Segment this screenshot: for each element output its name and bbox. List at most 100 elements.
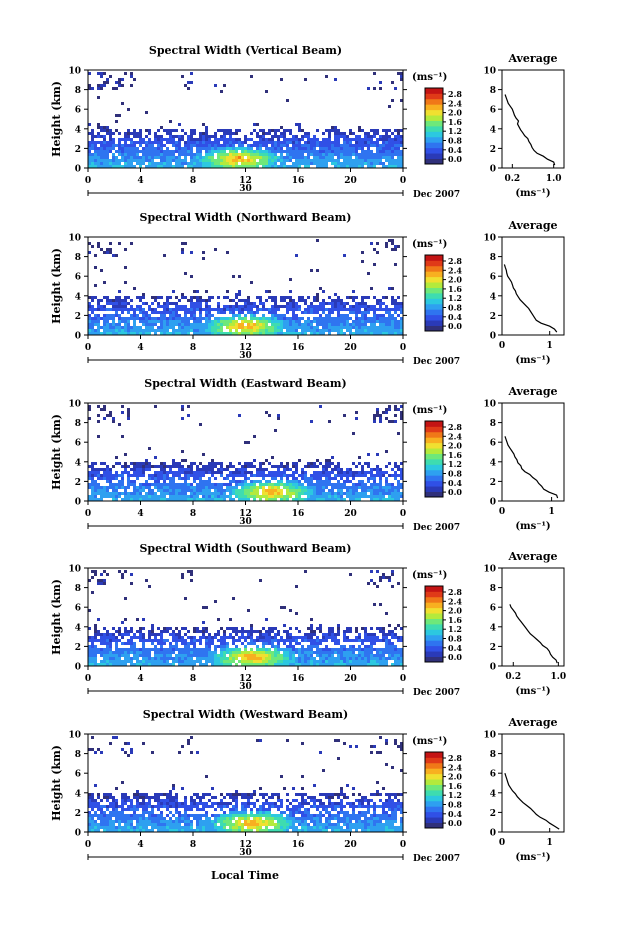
heatmap-cell [142, 468, 145, 471]
heatmap-cell [244, 639, 247, 642]
heatmap-cell [160, 156, 163, 159]
heatmap-cell [262, 642, 265, 645]
heatmap-cell [106, 654, 109, 657]
heatmap-cell [400, 495, 403, 498]
heatmap-cell [118, 660, 121, 663]
heatmap-cell [193, 165, 196, 168]
heatmap-cell [124, 627, 127, 630]
heatmap-cell [352, 132, 355, 135]
heatmap-cell [283, 156, 286, 159]
heatmap-cell [361, 147, 364, 150]
heatmap-cell [295, 489, 298, 492]
heatmap-cell [298, 296, 301, 299]
heatmap-cell [217, 311, 220, 314]
heatmap-cell [142, 150, 145, 153]
heatmap-cell [97, 648, 100, 651]
heatmap-cell [103, 150, 106, 153]
heatmap-cell [142, 141, 145, 144]
heatmap-cell [271, 162, 274, 165]
heatmap-cell [226, 660, 229, 663]
heatmap-cell [196, 156, 199, 159]
heatmap-cell [121, 651, 124, 654]
heatmap-cell [250, 639, 253, 642]
heatmap-cell [148, 636, 151, 639]
heatmap-cell [97, 326, 100, 329]
heatmap-cell [349, 663, 352, 666]
heatmap-cell [310, 144, 313, 147]
heatmap-cell [280, 648, 283, 651]
heatmap-cell [217, 489, 220, 492]
heatmap-cell [280, 147, 283, 150]
heatmap-cell [127, 654, 130, 657]
heatmap-cell [364, 135, 367, 138]
heatmap-cell [334, 165, 337, 168]
heatmap-cell [289, 302, 292, 305]
heatmap-cell [379, 660, 382, 663]
heatmap-cell [169, 314, 172, 317]
heatmap-cell [334, 495, 337, 498]
heatmap-cell [106, 489, 109, 492]
heatmap-cell [115, 642, 118, 645]
colorbar-tick-label: 1.6 [448, 450, 462, 460]
heatmap-cell [322, 648, 325, 651]
heatmap-cell [391, 498, 394, 501]
heatmap-cell [205, 305, 208, 308]
heatmap-cell [169, 153, 172, 156]
heatmap-cell [151, 329, 154, 332]
heatmap-cell [94, 660, 97, 663]
heatmap-cell [238, 654, 241, 657]
heatmap-cell [301, 654, 304, 657]
heatmap-cell [244, 651, 247, 654]
heatmap-cell [247, 495, 250, 498]
heatmap-cell [373, 480, 376, 483]
heatmap-cell [373, 296, 376, 299]
heatmap-cell [394, 495, 397, 498]
heatmap-cell [172, 135, 175, 138]
heatmap-cell [199, 657, 202, 660]
heatmap-cell [358, 645, 361, 648]
heatmap-cell [268, 651, 271, 654]
heatmap-cell [169, 165, 172, 168]
heatmap-cell [136, 486, 139, 489]
heatmap-cell [232, 492, 235, 495]
heatmap-cell [181, 492, 184, 495]
heatmap-cell [184, 468, 187, 471]
heatmap-cell [139, 129, 142, 132]
heatmap-cell [388, 287, 391, 290]
y-axis-label: Height (km) [50, 414, 63, 490]
heatmap-cell [136, 660, 139, 663]
heatmap-cell [316, 138, 319, 141]
heatmap-cell [391, 468, 394, 471]
heatmap-cell [118, 141, 121, 144]
heatmap-cell [106, 81, 109, 84]
heatmap-cell [241, 465, 244, 468]
heatmap-cell [358, 651, 361, 654]
heatmap-cell [190, 648, 193, 651]
heatmap-cell [289, 317, 292, 320]
heatmap-cell [385, 660, 388, 663]
heatmap-cell [325, 660, 328, 663]
heatmap-cell [367, 332, 370, 335]
heatmap-cell [361, 156, 364, 159]
heatmap-cell [301, 660, 304, 663]
heatmap-cell [400, 492, 403, 495]
heatmap-cell [259, 332, 262, 335]
heatmap-cell [241, 651, 244, 654]
heatmap-cell [370, 156, 373, 159]
heatmap-cell [373, 492, 376, 495]
heatmap-cell [130, 299, 133, 302]
heatmap-cell [238, 630, 241, 633]
heatmap-cell [130, 242, 133, 245]
heatmap-cell [235, 132, 238, 135]
heatmap-cell [196, 492, 199, 495]
heatmap-cell [226, 144, 229, 147]
heatmap-cell [202, 657, 205, 660]
heatmap-cell [364, 657, 367, 660]
heatmap-cell [271, 305, 274, 308]
heatmap-cell [136, 308, 139, 311]
heatmap-cell [385, 645, 388, 648]
heatmap-cell [223, 642, 226, 645]
heatmap-cell [232, 627, 235, 630]
heatmap-cell [97, 314, 100, 317]
heatmap-cell [220, 162, 223, 165]
